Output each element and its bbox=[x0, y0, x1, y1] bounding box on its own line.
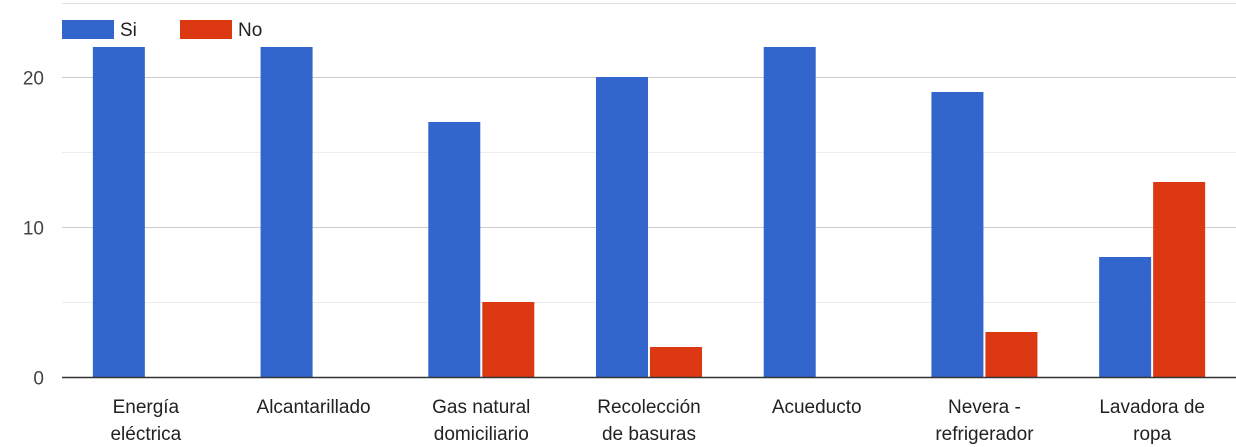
category-labels: Energía eléctrica Alcantarillado Gas natura… bbox=[110, 397, 1204, 445]
y-tick-label: 0 bbox=[33, 369, 44, 390]
x-category-label-line: Acueducto bbox=[772, 397, 862, 418]
bar-si[interactable] bbox=[260, 47, 313, 377]
x-category-label-line: Recolección bbox=[597, 397, 701, 418]
bar-no[interactable] bbox=[985, 332, 1038, 377]
x-category-label-line: domiciliario bbox=[434, 424, 529, 445]
bar-si[interactable] bbox=[428, 122, 481, 377]
bar-no[interactable] bbox=[482, 302, 535, 377]
x-category-label: Recolección de basuras bbox=[597, 397, 701, 445]
bar-no[interactable] bbox=[1153, 182, 1206, 377]
y-tick-label: 10 bbox=[23, 219, 44, 240]
y-tick-label: 20 bbox=[23, 69, 44, 90]
legend-label-si[interactable]: Si bbox=[120, 20, 137, 41]
bar-no[interactable] bbox=[650, 347, 702, 377]
x-category-label-line: Energía bbox=[113, 397, 180, 418]
x-category-label-line: Gas natural bbox=[432, 397, 530, 418]
axes: 0 10 20 bbox=[23, 69, 1236, 390]
bar-si[interactable] bbox=[92, 47, 145, 377]
bar-si[interactable] bbox=[931, 92, 984, 377]
x-category-label-line: Alcantarillado bbox=[257, 397, 371, 418]
x-category-label-line: de basuras bbox=[602, 424, 696, 445]
x-category-label: Energía eléctrica bbox=[110, 397, 181, 445]
x-category-label-line: Lavadora de bbox=[1099, 397, 1205, 418]
x-category-label-line: ropa bbox=[1133, 424, 1171, 445]
legend-swatch-no[interactable] bbox=[180, 20, 232, 39]
x-category-label-line: Nevera - bbox=[948, 397, 1021, 418]
legend[interactable]: Si No bbox=[62, 20, 262, 41]
x-category-label: Nevera - refrigerador bbox=[935, 397, 1034, 445]
bar-si[interactable] bbox=[596, 77, 648, 377]
x-category-label: Alcantarillado bbox=[257, 397, 371, 418]
x-category-label: Acueducto bbox=[772, 397, 862, 418]
x-category-label: Lavadora de ropa bbox=[1099, 397, 1205, 445]
legend-label-no[interactable]: No bbox=[238, 20, 262, 41]
bar-si[interactable] bbox=[763, 47, 816, 377]
x-category-label: Gas natural domiciliario bbox=[432, 397, 530, 445]
bars bbox=[92, 47, 1206, 377]
bar-si[interactable] bbox=[1099, 257, 1152, 377]
x-category-label-line: eléctrica bbox=[110, 424, 181, 445]
legend-swatch-si[interactable] bbox=[62, 20, 114, 39]
x-category-label-line: refrigerador bbox=[935, 424, 1034, 445]
gridlines bbox=[62, 3, 1236, 303]
